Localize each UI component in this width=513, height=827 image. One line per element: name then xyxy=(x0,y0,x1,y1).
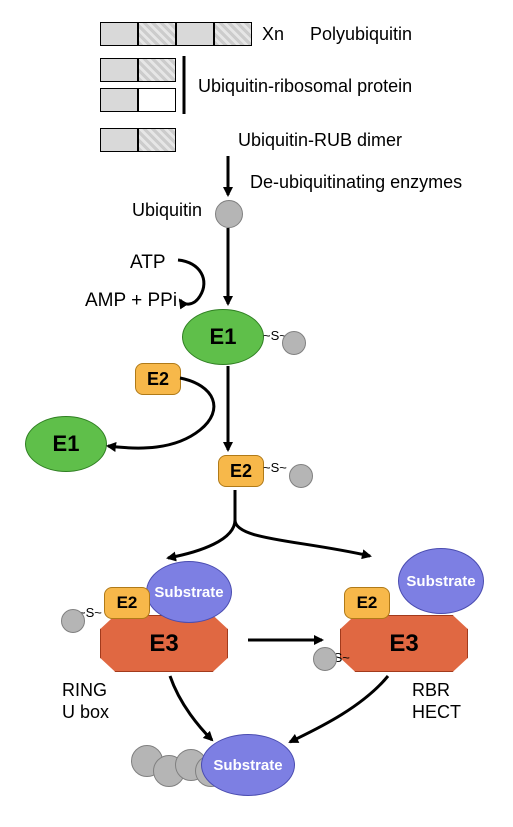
label-hect: HECT xyxy=(412,702,461,723)
e2-incoming-label: E2 xyxy=(147,369,169,390)
e2-on-e3-left-label: E2 xyxy=(117,593,138,613)
ubrib1-cell-2 xyxy=(138,58,176,82)
e3-right: E3 xyxy=(340,615,468,672)
e2-s-label: ~S~ xyxy=(263,460,287,475)
e1-main: E1 xyxy=(182,309,264,365)
e2-on-e3-left: E2 xyxy=(104,587,150,619)
substrate-final: Substrate xyxy=(201,734,295,796)
e2-on-e3-right: E2 xyxy=(344,587,390,619)
polyub-cell-1 xyxy=(100,22,138,46)
substrate-left-label: Substrate xyxy=(154,584,223,601)
label-ubiquitin: Ubiquitin xyxy=(132,200,202,221)
substrate-right: Substrate xyxy=(398,548,484,614)
label-polyubiquitin: Polyubiquitin xyxy=(310,24,412,45)
substrate-right-label: Substrate xyxy=(406,573,475,590)
ub-on-e1 xyxy=(282,331,306,355)
polyub-cell-3 xyxy=(176,22,214,46)
label-ub-rub: Ubiquitin-RUB dimer xyxy=(238,130,402,151)
substrate-left: Substrate xyxy=(146,561,232,623)
diagram-stage: Xn Polyubiquitin Ubiquitin-ribosomal pro… xyxy=(0,0,513,827)
e3-left-label: E3 xyxy=(149,630,178,658)
e1-released-label: E1 xyxy=(53,431,80,457)
e3-right-label: E3 xyxy=(389,630,418,658)
label-xn: Xn xyxy=(262,24,284,45)
e2-on-e3-right-label: E2 xyxy=(357,593,378,613)
e2-loaded: E2 xyxy=(218,455,264,487)
label-rbr: RBR xyxy=(412,680,450,701)
label-ubox: U box xyxy=(62,702,109,723)
label-ring: RING xyxy=(62,680,107,701)
ub-on-e2-left xyxy=(61,609,85,633)
polyub-cell-2 xyxy=(138,22,176,46)
ubrib1-cell-1 xyxy=(100,58,138,82)
label-atp: ATP xyxy=(130,252,166,274)
ub-on-e2 xyxy=(289,464,313,488)
e1-main-label: E1 xyxy=(210,324,237,350)
label-ub-ribosomal: Ubiquitin-ribosomal protein xyxy=(198,76,412,97)
e3-left: E3 xyxy=(100,615,228,672)
e2-incoming: E2 xyxy=(135,363,181,395)
ubrib2-cell-1 xyxy=(100,88,138,112)
e2-loaded-label: E2 xyxy=(230,461,252,482)
ub-on-e3-right xyxy=(313,647,337,671)
label-deubiq: De-ubiquitinating enzymes xyxy=(250,172,462,193)
ubrub-cell-2 xyxy=(138,128,176,152)
ubrib2-cell-2 xyxy=(138,88,176,112)
ubrub-cell-1 xyxy=(100,128,138,152)
label-amp-ppi: AMP + PPi xyxy=(85,290,177,312)
e1-released: E1 xyxy=(25,416,107,472)
ubiquitin-free xyxy=(215,200,243,228)
substrate-final-label: Substrate xyxy=(213,757,282,774)
polyub-cell-4 xyxy=(214,22,252,46)
